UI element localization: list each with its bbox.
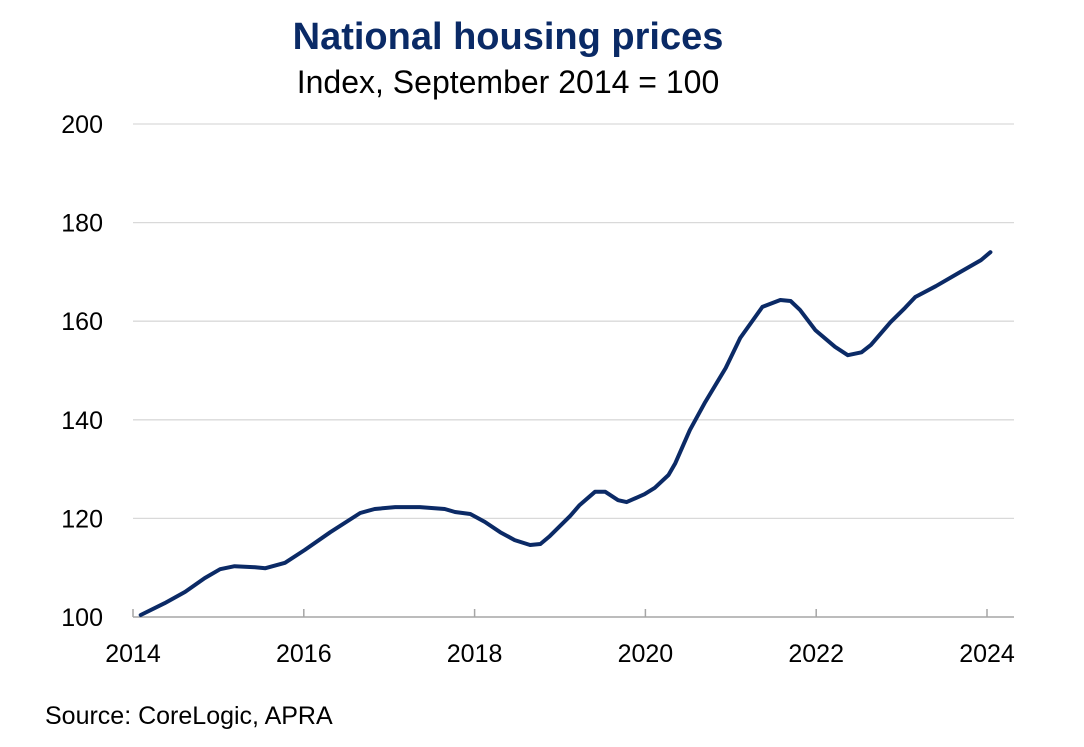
y-tick-label: 180 (61, 210, 103, 238)
y-tick-label: 100 (61, 604, 103, 632)
x-tick-label: 2024 (959, 640, 1015, 668)
y-tick-label: 140 (61, 407, 103, 435)
x-tick-label: 2016 (276, 640, 332, 668)
y-tick-label: 160 (61, 308, 103, 336)
chart-subtitle: Index, September 2014 = 100 (296, 64, 720, 100)
x-tick-label: 2014 (105, 640, 161, 668)
series-line (138, 250, 993, 617)
y-tick-label: 120 (61, 505, 103, 533)
x-tick-label: 2022 (788, 640, 844, 668)
x-tick-label: 2020 (618, 640, 674, 668)
x-tick-label: 2018 (447, 640, 503, 668)
source-note: Source: CoreLogic, APRA (45, 702, 333, 730)
y-tick-label: 200 (61, 111, 103, 139)
chart-title: National housing prices (292, 16, 724, 58)
